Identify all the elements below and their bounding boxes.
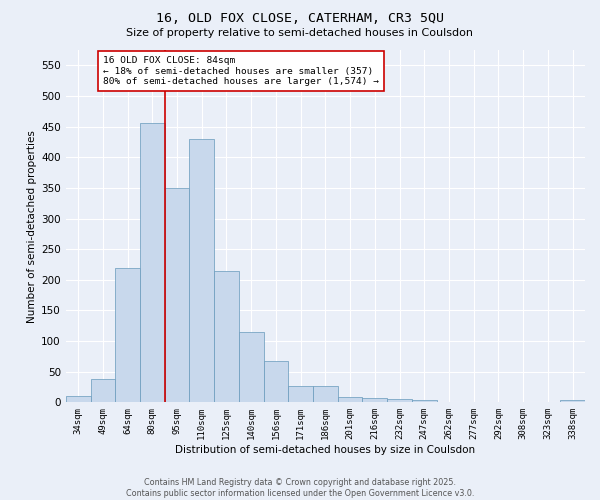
Bar bbox=[338, 397, 362, 402]
Bar bbox=[140, 123, 164, 402]
Bar bbox=[91, 379, 115, 402]
Bar bbox=[115, 268, 140, 402]
Bar bbox=[313, 386, 338, 402]
Text: Contains HM Land Registry data © Crown copyright and database right 2025.
Contai: Contains HM Land Registry data © Crown c… bbox=[126, 478, 474, 498]
Bar bbox=[289, 386, 313, 402]
Text: 16, OLD FOX CLOSE, CATERHAM, CR3 5QU: 16, OLD FOX CLOSE, CATERHAM, CR3 5QU bbox=[156, 12, 444, 26]
Bar bbox=[412, 400, 437, 402]
Bar bbox=[239, 332, 263, 402]
Text: 16 OLD FOX CLOSE: 84sqm
← 18% of semi-detached houses are smaller (357)
80% of s: 16 OLD FOX CLOSE: 84sqm ← 18% of semi-de… bbox=[103, 56, 379, 86]
Bar bbox=[263, 360, 289, 403]
Bar bbox=[190, 139, 214, 402]
Bar bbox=[164, 188, 190, 402]
Text: Size of property relative to semi-detached houses in Coulsdon: Size of property relative to semi-detach… bbox=[127, 28, 473, 38]
Y-axis label: Number of semi-detached properties: Number of semi-detached properties bbox=[27, 130, 37, 322]
Bar bbox=[560, 400, 585, 402]
Bar bbox=[387, 400, 412, 402]
Bar bbox=[214, 271, 239, 402]
Bar bbox=[66, 396, 91, 402]
Bar bbox=[362, 398, 387, 402]
X-axis label: Distribution of semi-detached houses by size in Coulsdon: Distribution of semi-detached houses by … bbox=[175, 445, 475, 455]
